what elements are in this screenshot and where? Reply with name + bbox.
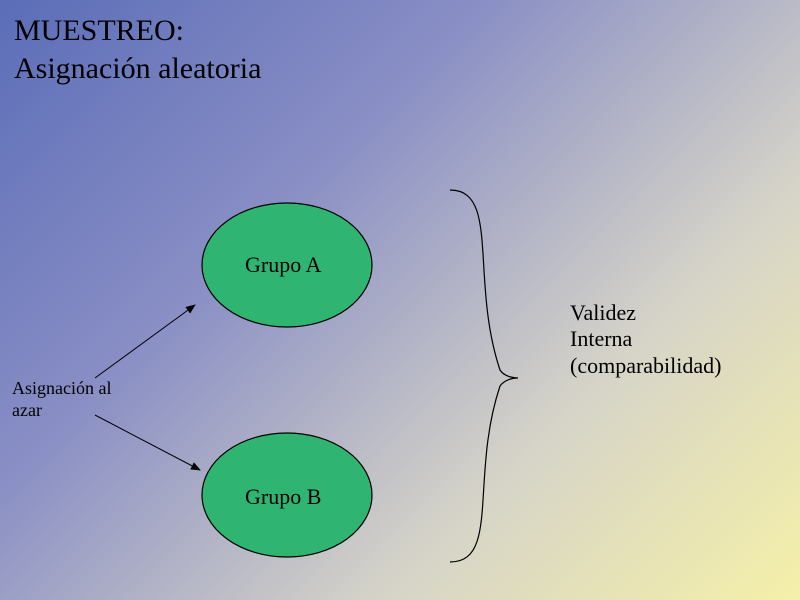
arrow-to-group-a	[95, 305, 195, 378]
slide-background: MUESTREO: Asignación aleatoria Grupo A G…	[0, 0, 800, 600]
node-group-a-label: Grupo A	[245, 252, 321, 278]
assignment-label-line2: azar	[12, 400, 42, 420]
result-label-line1: Validez	[570, 300, 636, 325]
arrow-to-group-b	[95, 415, 200, 470]
result-label-line2: Interna	[570, 326, 632, 351]
assignment-label: Asignación al azar	[12, 378, 111, 421]
brace-icon	[450, 190, 518, 562]
result-label-line3: (comparabilidad)	[570, 353, 722, 378]
result-label: Validez Interna (comparabilidad)	[570, 300, 722, 379]
node-group-b-label: Grupo B	[245, 484, 321, 510]
assignment-label-line1: Asignación al	[12, 378, 111, 398]
